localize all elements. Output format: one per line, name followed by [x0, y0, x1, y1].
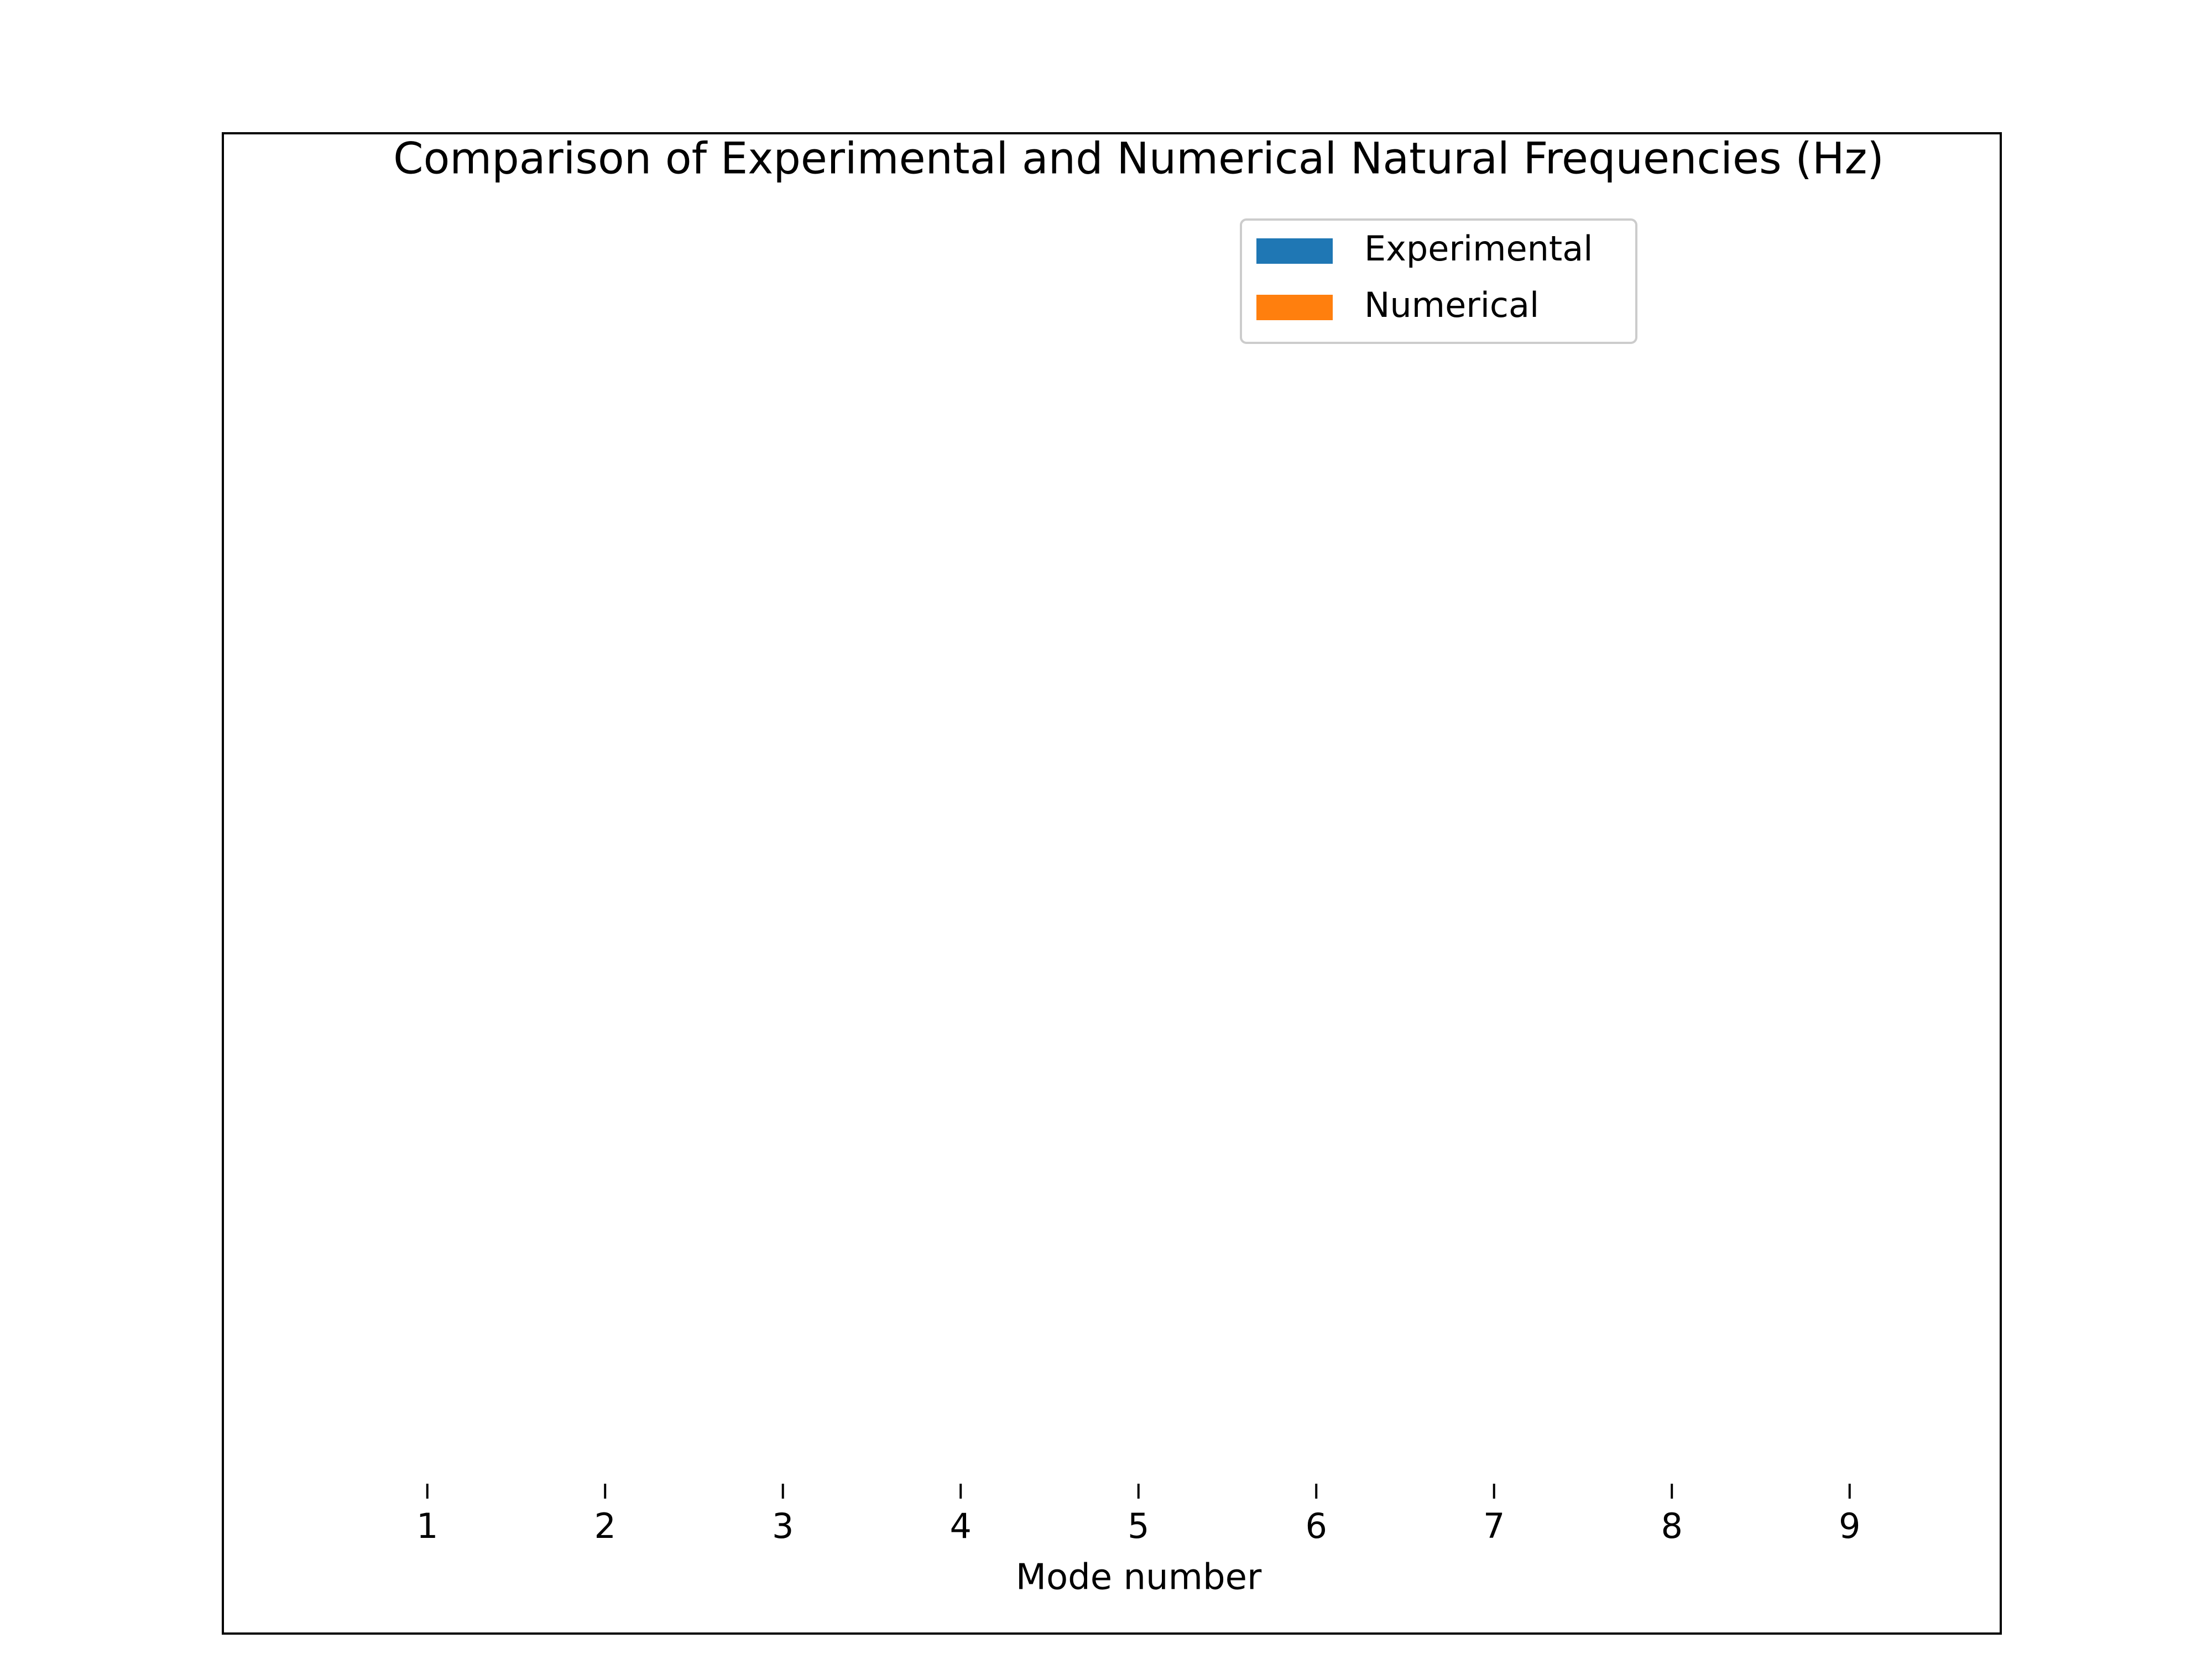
x-axis-label: Mode number [1016, 1557, 1262, 1598]
x-tick-label: 4 [950, 1506, 971, 1546]
legend-swatch [1256, 238, 1333, 264]
axes-frame [222, 132, 2002, 1635]
x-tick-label: 5 [1128, 1506, 1149, 1546]
x-tick-label: 1 [416, 1506, 438, 1546]
legend-swatch [1256, 295, 1333, 320]
x-tick-label: 2 [594, 1506, 615, 1546]
x-tick-label: 9 [1839, 1506, 1860, 1546]
x-tick-label: 7 [1483, 1506, 1505, 1546]
x-tick-label: 8 [1661, 1506, 1682, 1546]
x-tick-label: 3 [772, 1506, 794, 1546]
chart-title: Comparison of Experimental and Numerical… [393, 134, 1884, 184]
legend-box [1240, 218, 1637, 344]
legend-label: Numerical [1364, 285, 1539, 325]
x-tick-label: 6 [1305, 1506, 1327, 1546]
legend-label: Experimental [1364, 228, 1593, 269]
